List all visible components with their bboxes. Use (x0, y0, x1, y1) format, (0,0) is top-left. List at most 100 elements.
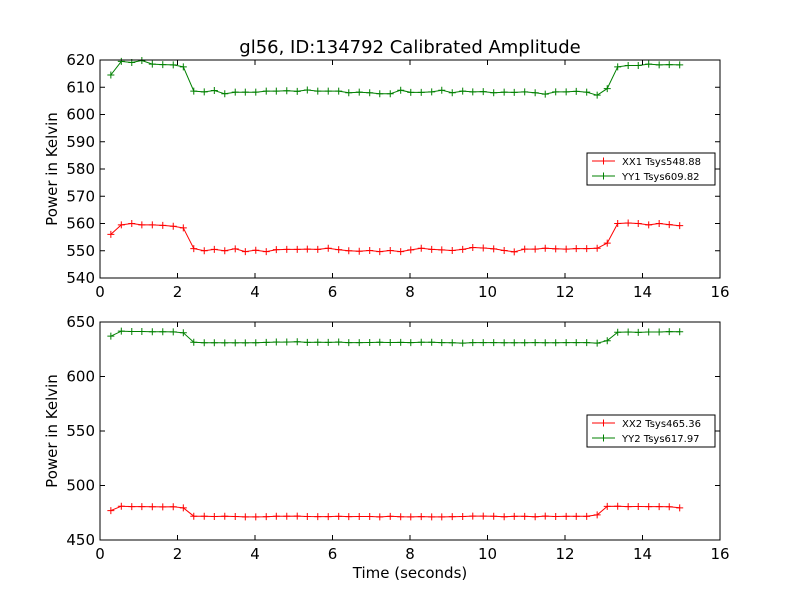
data-point (272, 87, 280, 95)
legend-label: XX1 Tsys548.88 (622, 157, 701, 168)
data-point (510, 512, 518, 520)
data-point (583, 339, 591, 347)
data-point (272, 338, 280, 346)
data-point (634, 61, 642, 69)
data-point (510, 339, 518, 347)
data-point (190, 87, 198, 95)
data-point (552, 512, 560, 520)
data-point (655, 61, 663, 69)
data-point (562, 245, 570, 253)
data-point (624, 328, 632, 336)
data-point (521, 512, 529, 520)
x-tick-label: 6 (328, 545, 338, 563)
data-point (417, 513, 425, 521)
data-point (252, 339, 260, 347)
data-point (117, 502, 125, 510)
data-point (645, 503, 653, 511)
x-axis-label: Time (seconds) (352, 564, 468, 582)
data-point (128, 503, 136, 511)
data-point (438, 339, 446, 347)
data-point (500, 339, 508, 347)
data-point (272, 512, 280, 520)
data-point (107, 230, 115, 238)
data-point (407, 246, 415, 254)
data-point (531, 513, 539, 521)
data-point (221, 247, 229, 255)
data-point (117, 221, 125, 229)
x-tick-label: 16 (710, 545, 729, 563)
data-point (665, 61, 673, 69)
y-tick-label: 570 (66, 187, 95, 205)
legend-box (586, 414, 716, 448)
data-point (303, 86, 311, 94)
data-point (169, 328, 177, 336)
data-point (324, 87, 332, 95)
data-point (479, 339, 487, 347)
data-point (572, 512, 580, 520)
data-point (665, 328, 673, 336)
data-point (510, 248, 518, 256)
y-axis-label: Power in Kelvin (43, 112, 61, 226)
data-point (614, 502, 622, 510)
data-point (159, 503, 167, 511)
y-axis-label: Power in Kelvin (43, 374, 61, 488)
data-point (117, 327, 125, 335)
x-tick-label: 10 (478, 283, 497, 301)
data-point (345, 89, 353, 97)
data-point (448, 89, 456, 97)
data-point (645, 221, 653, 229)
data-point (148, 60, 156, 68)
data-point (190, 338, 198, 346)
data-point (272, 246, 280, 254)
data-point (490, 339, 498, 347)
data-point (200, 339, 208, 347)
data-point (314, 87, 322, 95)
data-point (531, 245, 539, 253)
data-point (490, 245, 498, 253)
y-tick-label: 650 (66, 313, 95, 331)
data-point (386, 512, 394, 520)
data-point (159, 221, 167, 229)
data-point (397, 248, 405, 256)
data-point (572, 87, 580, 95)
data-point (583, 88, 591, 96)
x-tick-label: 12 (555, 283, 574, 301)
data-point (397, 338, 405, 346)
data-point (645, 60, 653, 68)
data-point (159, 61, 167, 69)
data-point (655, 328, 663, 336)
data-point (107, 332, 115, 340)
data-point (283, 87, 291, 95)
data-point (283, 338, 291, 346)
data-point (262, 87, 270, 95)
data-point (262, 513, 270, 521)
data-point (448, 246, 456, 254)
data-point (107, 71, 115, 79)
data-point (293, 338, 301, 346)
data-point (231, 512, 239, 520)
data-point (593, 511, 601, 519)
legend-label: YY1 Tsys609.82 (621, 172, 700, 183)
data-point (614, 63, 622, 71)
data-point (676, 222, 684, 230)
data-point (593, 91, 601, 99)
data-point (252, 513, 260, 521)
legend-marker (600, 157, 607, 165)
data-point (479, 512, 487, 520)
x-tick-label: 0 (95, 545, 105, 563)
data-point (200, 88, 208, 96)
data-point (138, 221, 146, 229)
data-point (386, 90, 394, 98)
data-point (355, 339, 363, 347)
data-point (376, 90, 384, 98)
data-point (262, 248, 270, 256)
data-point (428, 245, 436, 253)
data-point (376, 248, 384, 256)
data-point (324, 338, 332, 346)
data-point (603, 85, 611, 93)
data-point (521, 339, 529, 347)
data-point (459, 87, 467, 95)
data-point (335, 338, 343, 346)
data-point (583, 245, 591, 253)
data-point (335, 246, 343, 254)
